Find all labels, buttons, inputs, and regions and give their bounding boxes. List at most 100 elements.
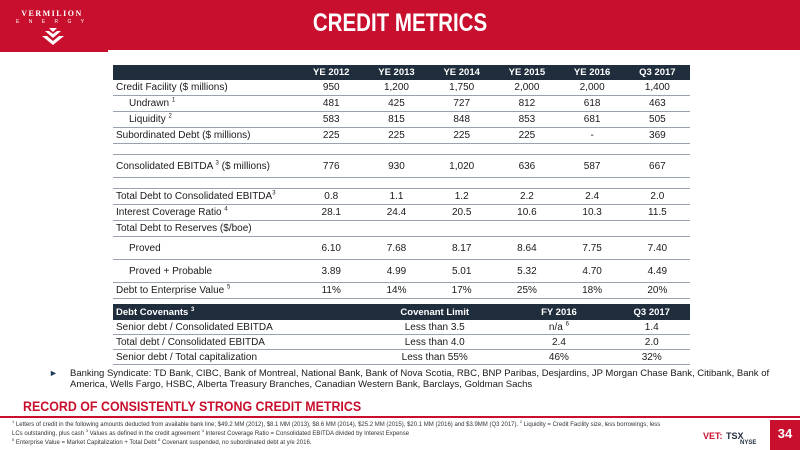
table-cell: 6.10 <box>298 236 364 260</box>
table-cell: 1,020 <box>429 154 495 178</box>
spacer-cell <box>559 143 625 155</box>
table-cell: 812 <box>494 95 560 112</box>
table-cell: 10.3 <box>559 204 625 221</box>
tsx-logo: TSX <box>726 431 744 441</box>
row-label: Subordinated Debt ($ millions) <box>113 127 299 144</box>
table-cell: 32% <box>613 349 690 365</box>
table-cell: 46% <box>504 349 614 365</box>
table-cell: - <box>559 127 625 144</box>
column-header: Q3 2017 <box>613 304 690 320</box>
footnote-number: 3 <box>85 428 88 433</box>
footnotes: 1 Letters of credit in the following amo… <box>12 419 672 448</box>
table-cell: 463 <box>624 95 690 112</box>
table-cell: 11% <box>298 282 364 299</box>
table-row: Proved + Probable 3.89 4.99 5.01 5.32 4.… <box>113 259 690 283</box>
spacer-cell <box>363 143 430 155</box>
column-header: Covenant Limit <box>365 304 505 320</box>
table-spacer-row <box>113 177 690 189</box>
nyse-logo: NYSE <box>740 440 757 446</box>
footnote-text: Letters of credit in the following amoun… <box>14 422 520 428</box>
table-row: Consolidated EBITDA 3 ($ millions) 776 9… <box>113 154 690 178</box>
footnote-ref: 1 <box>171 97 176 104</box>
bullet-arrow-icon: ► <box>49 368 58 378</box>
spacer-cell <box>113 177 299 189</box>
table-cell: 1.1 <box>363 188 430 205</box>
table-cell: 2.4 <box>559 188 625 205</box>
table-cell: 636 <box>494 154 560 178</box>
table-cell: 4.99 <box>363 259 430 283</box>
table-cell: Less than 3.5 <box>365 320 505 335</box>
table-cell: 2.2 <box>494 188 560 205</box>
footnote-ref: 4 <box>224 206 228 213</box>
table-cell: 853 <box>494 111 560 128</box>
table-header-row: YE 2012 YE 2013 YE 2014 YE 2015 YE 2016 … <box>113 65 690 80</box>
table-cell: 681 <box>559 111 625 128</box>
table-cell: 2,000 <box>559 80 625 96</box>
table-cell: 28.1 <box>298 204 364 221</box>
table-cell: 481 <box>298 95 364 112</box>
footnote-text: Values as defined in the credit agreemen… <box>87 431 202 437</box>
table-cell <box>298 220 364 237</box>
row-label: Total Debt to Consolidated EBITDA3 <box>113 188 299 205</box>
footnote-ref: 2 <box>168 113 172 120</box>
table-cell: 225 <box>363 127 430 144</box>
table-cell: 618 <box>559 95 625 112</box>
table-cell: 7.68 <box>363 236 430 260</box>
row-label: Liquidity 2 <box>113 111 299 128</box>
table-row: Subordinated Debt ($ millions) 225 225 2… <box>113 127 690 144</box>
table-cell: 369 <box>624 127 690 144</box>
table-row: Senior debt / Total capitalization Less … <box>113 349 690 365</box>
table-cell: 776 <box>298 154 364 178</box>
footnote-text: Interest Coverage Ratio = Consolidated E… <box>203 431 410 437</box>
spacer-cell <box>494 143 560 155</box>
table-row: Debt to Enterprise Value 5 11% 14% 17% 2… <box>113 282 690 299</box>
column-header: FY 2016 <box>504 304 614 320</box>
footnote-text: Enterprise Value = Market Capitalization… <box>14 440 159 446</box>
table-cell: 5.32 <box>494 259 560 283</box>
table-cell: 2.0 <box>624 188 690 205</box>
spacer-cell <box>624 177 690 189</box>
table-cell: 667 <box>624 154 690 178</box>
footnote-number: 6 <box>158 437 161 442</box>
table-cell: 2.4 <box>504 334 614 350</box>
footnote-number: 5 <box>12 437 15 442</box>
table-cell: 3.89 <box>298 259 364 283</box>
table-cell: 815 <box>363 111 430 128</box>
table-row: Interest Coverage Ratio 4 28.1 24.4 20.5… <box>113 204 690 221</box>
column-header: YE 2013 <box>363 65 430 80</box>
table-spacer-row <box>113 143 690 155</box>
table-row: Liquidity 2 583 815 848 853 681 505 <box>113 111 690 128</box>
footnote-ref: 3 <box>272 190 276 197</box>
table-row: Senior debt / Consolidated EBITDA Less t… <box>113 320 690 335</box>
row-label: Total Debt to Reserves ($/boe) <box>113 220 299 237</box>
column-header: YE 2012 <box>298 65 364 80</box>
bullet-text: Banking Syndicate: TD Bank, CIBC, Bank o… <box>70 368 770 390</box>
footnote-ref: 3 <box>190 306 195 313</box>
table-cell <box>494 220 560 237</box>
spacer-cell <box>559 177 625 189</box>
table-cell: 950 <box>298 80 364 96</box>
record-heading: RECORD OF CONSISTENTLY STRONG CREDIT MET… <box>23 399 362 414</box>
vermilion-logo: VERMILION E N E R G Y <box>0 0 108 52</box>
table-cell <box>363 220 430 237</box>
row-label: Interest Coverage Ratio 4 <box>113 204 299 221</box>
table-cell: 25% <box>494 282 560 299</box>
table-cell: 24.4 <box>363 204 430 221</box>
spacer-cell <box>494 177 560 189</box>
table-row: Proved 6.10 7.68 8.17 8.64 7.75 7.40 <box>113 236 690 260</box>
credit-metrics-table: YE 2012 YE 2013 YE 2014 YE 2015 YE 2016 … <box>113 65 690 299</box>
footnote-number: 4 <box>201 428 204 433</box>
table-cell: 10.6 <box>494 204 560 221</box>
footnote-number: 1 <box>12 419 15 424</box>
row-label: Total debt / Consolidated EBITDA <box>113 334 366 350</box>
table-cell: 225 <box>298 127 364 144</box>
table-cell: 2,000 <box>494 80 560 96</box>
table-cell: 225 <box>494 127 560 144</box>
table-cell: 8.64 <box>494 236 560 260</box>
spacer-cell <box>298 143 364 155</box>
table-cell: 14% <box>363 282 430 299</box>
table-cell: 5.01 <box>429 259 495 283</box>
debt-covenants-table: Debt Covenants 3 Covenant Limit FY 2016 … <box>113 304 690 365</box>
table-cell: 8.17 <box>429 236 495 260</box>
table-cell <box>559 220 625 237</box>
